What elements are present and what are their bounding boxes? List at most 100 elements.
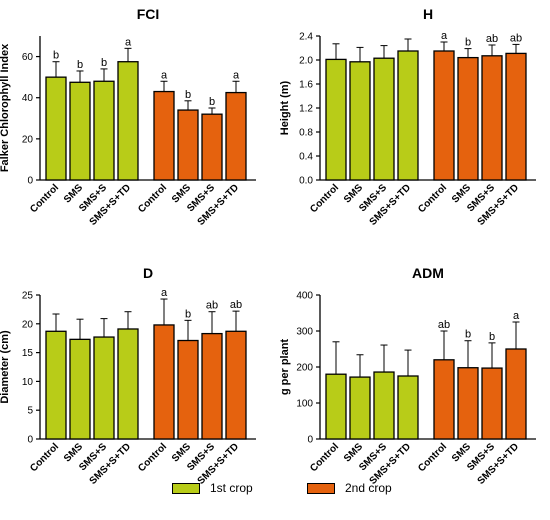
significance-letter: b	[185, 308, 191, 320]
bar	[117, 328, 139, 440]
bar	[373, 57, 395, 181]
y-tick-label: 2.4	[299, 32, 313, 43]
significance-letter: a	[233, 69, 240, 81]
y-axis-label: Height (m)	[279, 80, 291, 135]
bar	[69, 338, 91, 440]
bar	[349, 61, 371, 181]
y-tick-label: 20	[22, 134, 34, 145]
bar	[325, 58, 347, 181]
bar	[505, 52, 527, 181]
y-tick-label: 0.8	[299, 128, 313, 139]
y-tick-label: 25	[22, 291, 34, 302]
y-tick-label: 400	[296, 291, 313, 302]
bar	[45, 330, 67, 440]
bar	[433, 359, 455, 440]
bar	[45, 76, 67, 181]
x-tick-label: Control	[28, 182, 61, 215]
significance-letter: ab	[230, 299, 242, 311]
bar	[505, 348, 527, 440]
significance-letter: b	[465, 37, 471, 49]
legend-label-second-crop: 2nd crop	[345, 481, 392, 495]
y-tick-label: 60	[22, 52, 34, 63]
y-tick-label: 200	[296, 363, 313, 374]
bar	[397, 50, 419, 181]
significance-letter: a	[161, 69, 168, 81]
y-tick-label: 0	[27, 176, 33, 187]
significance-letter: b	[465, 329, 471, 341]
significance-letter: b	[53, 50, 59, 62]
chart-title: FCI	[137, 6, 160, 22]
y-axis-label: g per plant	[279, 339, 291, 396]
y-tick-label: 2.0	[299, 56, 313, 67]
y-tick-label: 20	[22, 319, 34, 330]
x-tick-label: Control	[308, 182, 341, 215]
significance-letter: b	[77, 59, 83, 71]
chart-title: D	[143, 265, 153, 281]
x-tick-label: Control	[308, 441, 341, 474]
bar	[153, 90, 175, 181]
bar	[325, 373, 347, 440]
y-axis-label: Falker Chlorophyll Index	[0, 43, 11, 172]
y-tick-label: 15	[22, 348, 34, 359]
legend-swatch-first-crop	[172, 482, 200, 494]
bar	[93, 80, 115, 181]
bar	[201, 332, 223, 440]
x-tick-label: Control	[136, 182, 169, 215]
significance-letter: a	[161, 287, 168, 299]
bar	[373, 371, 395, 440]
significance-letter: ab	[438, 319, 450, 331]
bar	[225, 330, 247, 440]
bar	[117, 61, 139, 181]
significance-letter: ab	[510, 32, 522, 44]
bar	[177, 339, 199, 440]
y-axis-label: Diameter (cm)	[0, 330, 11, 404]
significance-letter: ab	[206, 300, 218, 312]
significance-letter: a	[125, 36, 132, 48]
significance-letter: b	[209, 96, 215, 108]
x-tick-label: Control	[416, 182, 449, 215]
y-tick-label: 100	[296, 399, 313, 410]
legend-item-first-crop: 1st crop	[172, 480, 253, 496]
y-tick-label: 0	[27, 435, 33, 446]
panel-fci: FCI Falker Chlorophyll Index 0 20 40 60 b Contr…	[0, 6, 256, 228]
legend-swatch-second-crop	[307, 482, 335, 494]
y-tick-label: 1.2	[299, 104, 313, 115]
y-tick-label: 0.0	[299, 176, 313, 187]
chart-title: ADM	[412, 265, 444, 281]
bar	[457, 367, 479, 440]
y-tick-label: 40	[22, 93, 34, 104]
significance-letter: a	[441, 30, 448, 42]
legend: 1st crop 2nd crop	[0, 476, 550, 500]
legend-label-first-crop: 1st crop	[210, 481, 253, 495]
significance-letter: b	[185, 89, 191, 101]
significance-letter: b	[101, 57, 107, 69]
x-tick-label: Control	[136, 441, 169, 474]
y-tick-label: 0.4	[299, 152, 313, 163]
y-tick-label: 10	[22, 377, 34, 388]
legend-item-second-crop: 2nd crop	[307, 480, 392, 496]
y-tick-label: 0	[307, 435, 313, 446]
x-tick-label: Control	[28, 441, 61, 474]
significance-letter: b	[489, 331, 495, 343]
bar	[177, 109, 199, 181]
bar	[397, 375, 419, 440]
y-tick-label: 1.6	[299, 80, 313, 91]
bar	[69, 81, 91, 181]
chart-title: H	[423, 6, 433, 22]
bar	[201, 113, 223, 181]
significance-letter: a	[513, 310, 520, 322]
y-tick-label: 5	[27, 406, 33, 417]
bar	[93, 336, 115, 440]
bar	[481, 55, 503, 181]
bar	[153, 324, 175, 440]
bar	[225, 91, 247, 181]
x-tick-label: Control	[416, 441, 449, 474]
y-tick-label: 300	[296, 327, 313, 338]
bar	[349, 376, 371, 440]
significance-letter: ab	[486, 33, 498, 45]
bar	[481, 367, 503, 440]
